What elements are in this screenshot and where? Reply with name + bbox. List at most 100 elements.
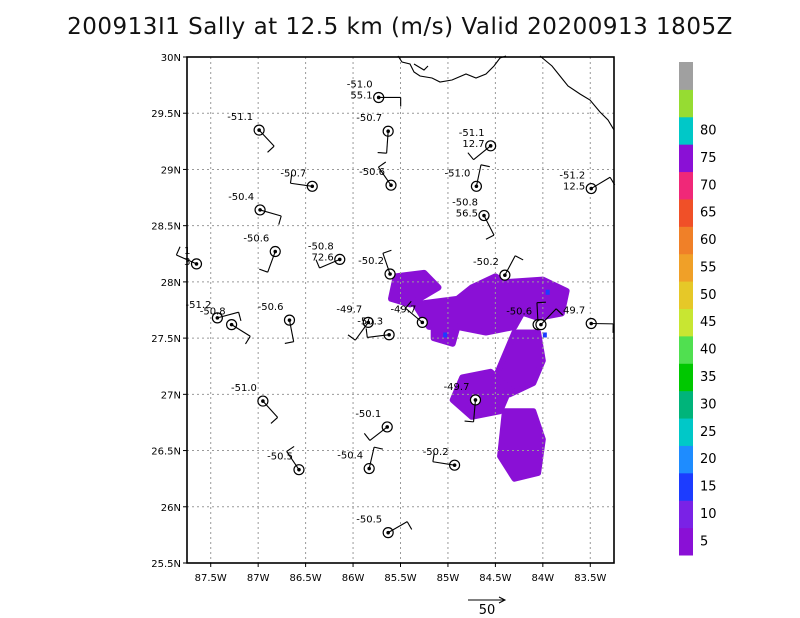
station-dot <box>310 184 315 189</box>
wind-barb <box>354 322 369 341</box>
station-label: -50.2 <box>473 257 499 268</box>
station-label: -49.7 <box>390 304 416 315</box>
station-dot <box>386 129 390 134</box>
lon-tick-label: 87.5W <box>195 573 227 584</box>
colorbar-label: 35 <box>700 370 717 385</box>
wind-barb-flag <box>278 215 282 225</box>
wind-barb-flag <box>289 174 293 184</box>
wind-barb <box>540 308 557 325</box>
wind-barb-flag <box>377 151 387 154</box>
wind-barb-flag <box>267 145 275 153</box>
station-marker: -49.7 <box>444 382 482 423</box>
colorbar-swatch <box>679 418 693 446</box>
wind-barb-flag <box>315 259 321 269</box>
colorbar-label: 70 <box>700 178 717 193</box>
station-marker: 49.7 <box>563 305 614 333</box>
station-marker: -50.1 <box>355 409 393 441</box>
wind-barb <box>382 253 391 275</box>
colorbar-swatch <box>679 198 693 227</box>
wind-barb <box>286 451 300 470</box>
wind-barb <box>369 426 388 441</box>
station-marker: -51.2 <box>185 300 242 324</box>
station-label: -50.4 <box>337 451 363 462</box>
wind-barb-flag <box>245 335 251 345</box>
wind-barb-flag <box>378 161 387 168</box>
lon-tick-label: 85.5W <box>384 573 416 584</box>
station-label: -50.8 <box>200 307 226 318</box>
colorbar-label: 30 <box>700 397 717 412</box>
lat-tick-label: 27.5N <box>151 334 181 345</box>
wind-barb <box>290 182 313 187</box>
wind-barb <box>405 307 423 323</box>
station-marker: -50.8 <box>200 307 251 345</box>
reference-vector: 50 <box>468 596 507 618</box>
station-dot <box>388 272 392 276</box>
station-label: -50.8 <box>308 241 334 252</box>
station-label: -51.0 <box>231 383 257 394</box>
lat-tick-label: 25.5N <box>151 559 181 570</box>
wind-barb-flag <box>363 433 371 441</box>
colorbar-swatch <box>679 500 693 529</box>
coastline <box>397 55 615 131</box>
lat-tick-label: 27N <box>161 390 181 401</box>
colorbar-label: 75 <box>700 151 717 166</box>
colorbar-label: 50 <box>700 288 717 303</box>
wind-barb <box>259 209 282 217</box>
station-value: 72.6 <box>312 252 334 263</box>
lat-tick-label: 26.5N <box>151 447 181 458</box>
wind-barb-flag <box>259 268 268 273</box>
station-marker: -50.5 <box>356 515 413 539</box>
lat-tick-label: 29N <box>161 165 181 176</box>
colorbar-label: 60 <box>700 233 717 248</box>
station-value: 12.7 <box>462 139 484 150</box>
colorbar-swatch <box>679 226 693 255</box>
colorbar-swatch <box>679 527 693 556</box>
station-label: -50.6 <box>506 307 532 318</box>
colorbar-label: 20 <box>700 452 717 467</box>
colorbar-labels: 5 10 15 20 25 30 35 40 45 50 55 60 65 70 75 80 <box>700 123 717 549</box>
colorbar-swatch <box>679 390 693 419</box>
lon-tick-label: 86.5W <box>290 573 322 584</box>
station-label: -50.5 <box>267 452 293 463</box>
station-marker: -50.2 <box>423 447 461 471</box>
station-label: -49.7 <box>444 382 470 393</box>
wind-speed-region <box>430 318 461 347</box>
station-label: -51.0 <box>347 79 373 90</box>
colorbar-swatch <box>679 445 693 474</box>
colorbar-label: 40 <box>700 343 717 358</box>
colorbar-label: 5 <box>700 534 708 549</box>
station-marker: -50.4 <box>228 192 282 225</box>
axis-tick-labels: 87.5W 87W 86.5W 86W 85.5W 85W 84.5W 84W 83.5W 30N… <box>151 53 606 584</box>
lat-tick-label: 30N <box>161 53 181 64</box>
lat-tick-label: 26N <box>161 503 181 514</box>
reference-vector-label: 50 <box>479 603 496 618</box>
wind-barb-flag <box>365 328 368 338</box>
station-label: -50.8 <box>452 198 478 209</box>
colorbar-label: 45 <box>700 315 717 330</box>
lon-tick-label: 84.5W <box>479 573 511 584</box>
colorbar-swatch <box>679 171 693 200</box>
wind-barb <box>262 400 279 418</box>
station-marker: -50.7 <box>356 113 394 154</box>
station-marker <box>535 308 564 331</box>
station-label: -50.2 <box>358 256 384 267</box>
colorbar-label: 80 <box>700 123 717 138</box>
wind-speed-cell <box>545 289 550 295</box>
wind-barb-flag <box>406 521 413 530</box>
map-grid <box>187 56 614 564</box>
wind-barb <box>386 131 389 154</box>
wind-speed-region <box>388 269 442 308</box>
colorbar-swatch <box>679 144 693 173</box>
station-label: -51.1 <box>459 128 485 139</box>
lon-tick-label: 85W <box>437 573 460 584</box>
station-label: -50.7 <box>356 113 382 124</box>
colorbar-label: 55 <box>700 260 717 275</box>
station-marker: -50.2 <box>358 249 396 280</box>
wind-barb <box>288 320 295 342</box>
wind-barb-flag <box>175 246 181 256</box>
colorbar-swatch <box>679 281 693 309</box>
station-markers: -51.055.1-51.1 -50.7-51.112.7-50.7 -50.6 -5… <box>175 79 616 539</box>
reference-vector-head <box>498 596 507 604</box>
